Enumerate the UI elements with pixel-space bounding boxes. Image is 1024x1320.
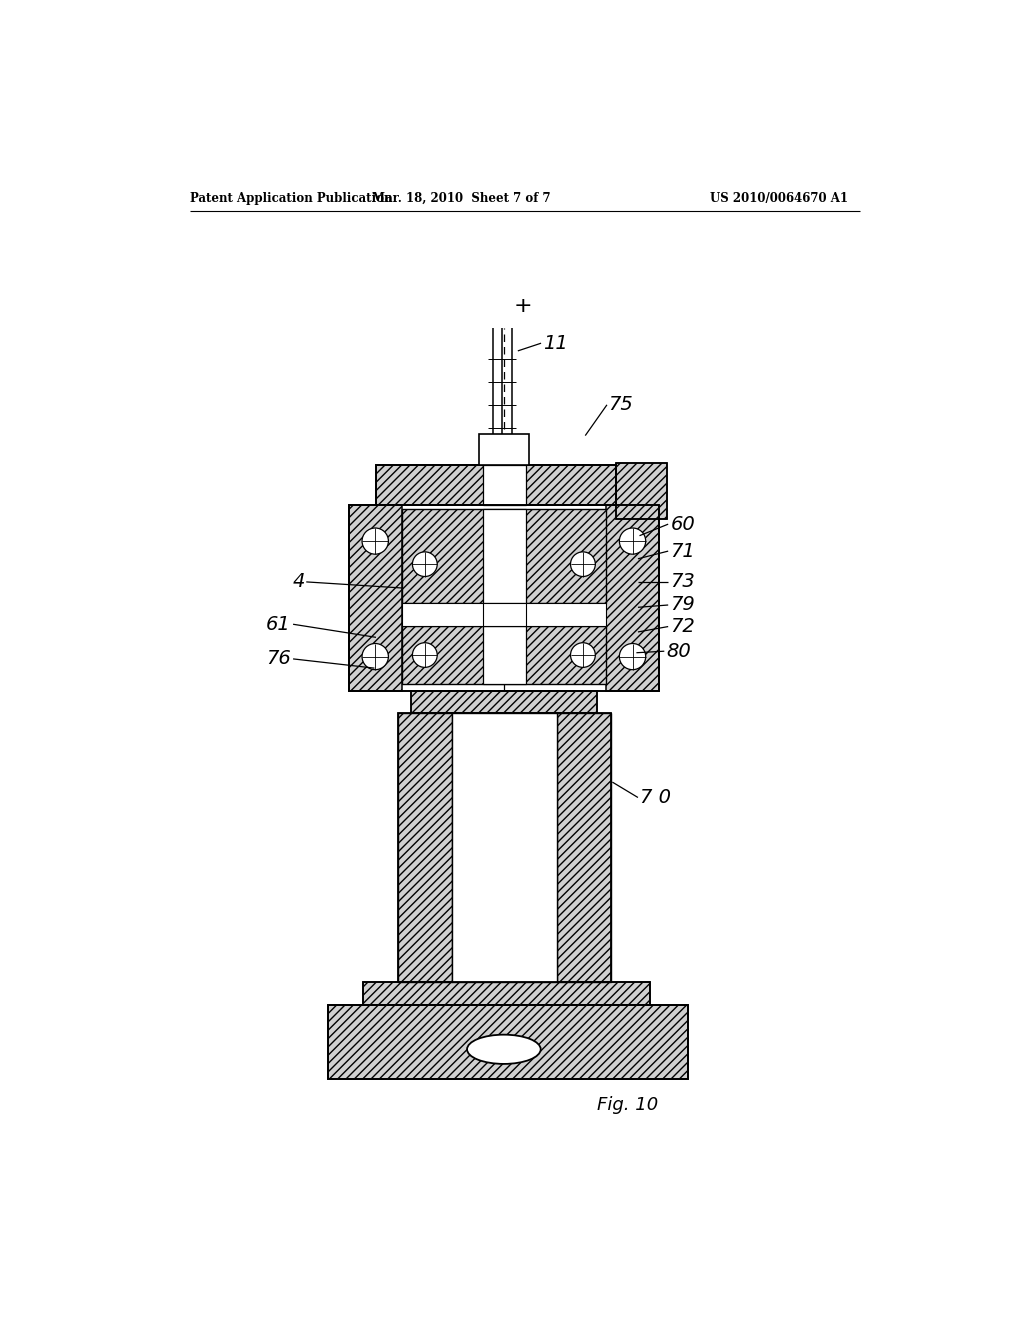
Bar bbox=[483, 508, 525, 603]
Circle shape bbox=[570, 643, 595, 668]
Circle shape bbox=[620, 644, 646, 669]
Text: 73: 73 bbox=[671, 573, 695, 591]
Bar bbox=[401, 626, 606, 684]
Bar bbox=[401, 508, 606, 603]
Text: 11: 11 bbox=[543, 334, 567, 352]
Text: 4: 4 bbox=[292, 573, 305, 591]
Bar bbox=[411, 692, 597, 713]
Text: Mar. 18, 2010  Sheet 7 of 7: Mar. 18, 2010 Sheet 7 of 7 bbox=[372, 191, 551, 205]
Text: Fig. 10: Fig. 10 bbox=[597, 1097, 658, 1114]
Bar bbox=[411, 692, 597, 713]
Bar bbox=[452, 713, 557, 982]
Text: 79: 79 bbox=[671, 595, 695, 615]
Text: 80: 80 bbox=[667, 642, 691, 661]
Circle shape bbox=[570, 552, 595, 577]
Circle shape bbox=[413, 643, 437, 668]
Text: 61: 61 bbox=[266, 615, 291, 634]
Circle shape bbox=[362, 644, 388, 669]
Circle shape bbox=[413, 552, 437, 577]
Bar bbox=[479, 434, 528, 465]
Bar bbox=[397, 713, 452, 982]
Bar bbox=[376, 465, 616, 506]
Bar bbox=[376, 465, 616, 506]
Text: US 2010/0064670 A1: US 2010/0064670 A1 bbox=[710, 191, 848, 205]
Bar bbox=[362, 982, 649, 1006]
Bar bbox=[483, 603, 525, 626]
Text: 71: 71 bbox=[671, 541, 695, 561]
Text: Patent Application Publication: Patent Application Publication bbox=[190, 191, 392, 205]
Text: 72: 72 bbox=[671, 616, 695, 636]
Bar bbox=[483, 626, 525, 684]
Text: 75: 75 bbox=[608, 395, 633, 414]
Bar bbox=[616, 463, 667, 519]
Bar bbox=[328, 1006, 688, 1078]
Text: 7 0: 7 0 bbox=[640, 788, 671, 807]
Bar bbox=[557, 713, 611, 982]
Bar bbox=[616, 463, 667, 519]
Bar bbox=[397, 713, 611, 982]
Bar bbox=[483, 465, 525, 506]
Bar bbox=[362, 982, 649, 1006]
Text: 60: 60 bbox=[671, 515, 695, 533]
Text: +: + bbox=[514, 296, 532, 317]
Bar bbox=[349, 506, 401, 692]
Bar bbox=[606, 506, 658, 692]
Text: 76: 76 bbox=[266, 649, 291, 668]
Circle shape bbox=[362, 528, 388, 554]
Circle shape bbox=[620, 528, 646, 554]
Bar bbox=[401, 603, 606, 626]
Bar bbox=[349, 506, 658, 692]
Ellipse shape bbox=[467, 1035, 541, 1064]
Bar bbox=[328, 1006, 688, 1078]
